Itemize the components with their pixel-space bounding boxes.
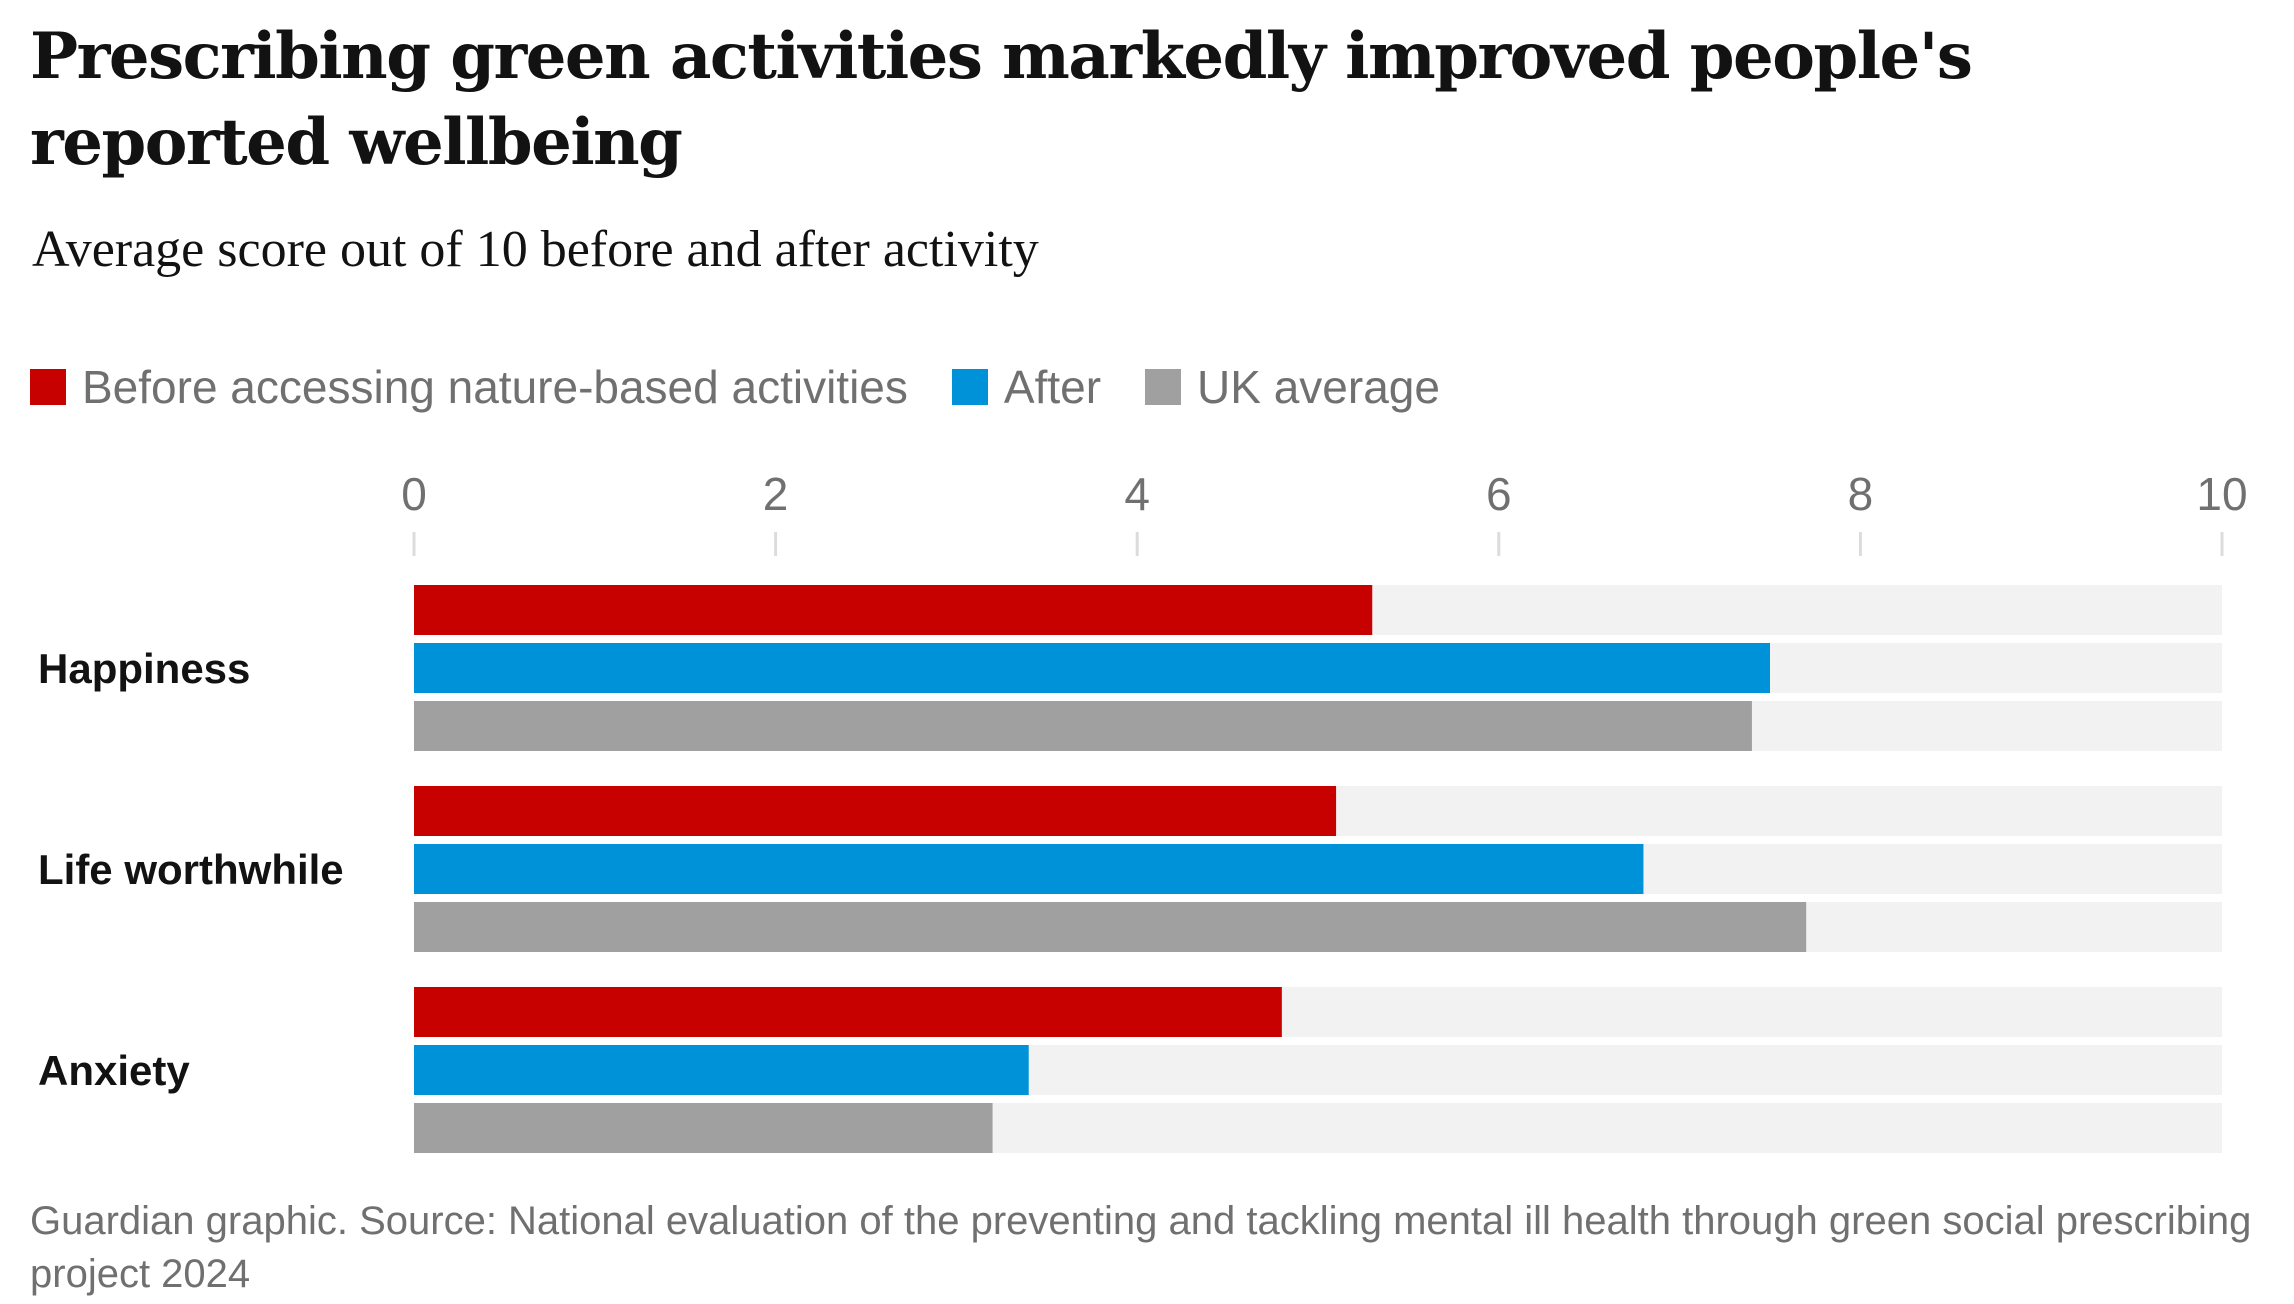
bar-after <box>414 1045 1029 1095</box>
bar-before <box>414 585 1373 635</box>
bar-uk-average <box>414 701 1752 751</box>
x-tick-label: 0 <box>401 468 427 520</box>
bar-uk-average <box>414 1103 993 1153</box>
x-axis: 0 2 4 6 8 10 <box>401 468 2248 556</box>
x-tick-label: 4 <box>1124 468 1150 520</box>
bar-groups: Happiness Life worthwhile Anxiety <box>38 585 2222 1153</box>
legend-label-uk-average: UK average <box>1197 361 1440 413</box>
bar-uk-average <box>414 902 1807 952</box>
legend-item-uk-average: UK average <box>1145 360 1440 414</box>
legend-label-after: After <box>1003 361 1102 413</box>
bar-after <box>414 643 1770 693</box>
category-label: Anxiety <box>38 1047 190 1094</box>
category-label: Happiness <box>38 645 250 692</box>
legend-swatch-before <box>30 369 66 405</box>
bar-group: Anxiety <box>38 987 2222 1153</box>
legend: Before accessing nature-based activities… <box>30 360 1484 414</box>
legend-item-before: Before accessing nature-based activities <box>30 360 908 414</box>
x-tick-label: 6 <box>1486 468 1512 520</box>
bar-before <box>414 987 1282 1037</box>
x-tick-label: 8 <box>1848 468 1874 520</box>
x-tick-label: 10 <box>2196 468 2247 520</box>
bar-group: Happiness <box>38 585 2222 751</box>
legend-label-before: Before accessing nature-based activities <box>82 361 908 413</box>
bar-before <box>414 786 1337 836</box>
source-note: Guardian graphic. Source: National evalu… <box>30 1199 2252 1296</box>
bar-after <box>414 844 1644 894</box>
legend-swatch-after <box>951 369 988 405</box>
chart-subtitle: Average score out of 10 before and after… <box>32 221 1039 278</box>
legend-item-after: After <box>951 360 1102 414</box>
bar-group: Life worthwhile <box>38 786 2222 952</box>
x-tick-label: 2 <box>763 468 789 520</box>
chart-title: Prescribing green activities markedly im… <box>30 19 1973 180</box>
category-label: Life worthwhile <box>38 846 344 893</box>
bar-chart: 0 2 4 6 8 10 Happiness Life worthwhile Anxiety <box>38 468 2248 1153</box>
legend-swatch-uk-average <box>1145 369 1182 405</box>
